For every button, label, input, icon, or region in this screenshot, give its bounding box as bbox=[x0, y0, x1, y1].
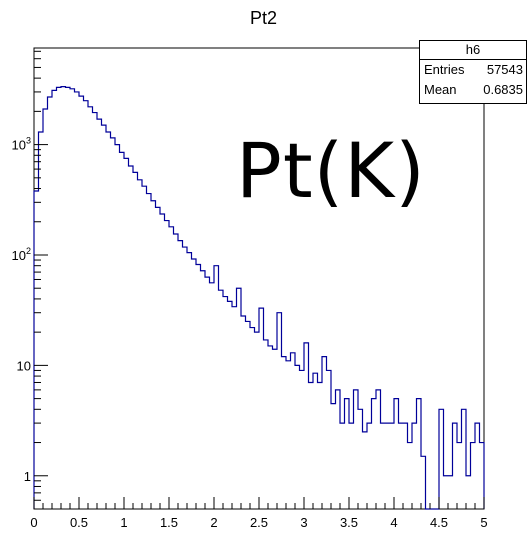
x-tick-label: 2.5 bbox=[250, 515, 268, 530]
stats-mean-value: 0.6835 bbox=[483, 82, 523, 97]
particle-annotation: Pt(K) bbox=[236, 126, 426, 215]
y-tick-label: 10 bbox=[17, 358, 31, 373]
stats-mean-row: Mean 0.6835 bbox=[420, 80, 526, 100]
x-tick-label: 3 bbox=[300, 515, 307, 530]
x-tick-label: 5 bbox=[480, 515, 487, 530]
plot-frame bbox=[33, 47, 485, 510]
x-tick-label: 1 bbox=[120, 515, 127, 530]
stats-mean-label: Mean bbox=[424, 82, 457, 97]
x-tick-label: 0.5 bbox=[70, 515, 88, 530]
stats-entries-label: Entries bbox=[424, 62, 465, 77]
stats-entries-row: Entries 57543 bbox=[420, 60, 526, 80]
x-tick-label: 0 bbox=[30, 515, 37, 530]
stats-box: h6 Entries 57543 Mean 0.6835 bbox=[419, 40, 527, 104]
y-tick-label: 103 bbox=[12, 136, 31, 153]
histogram-series bbox=[33, 86, 485, 510]
y-tick-label: 1 bbox=[24, 469, 31, 484]
x-tick-label: 4 bbox=[390, 515, 397, 530]
x-tick-label: 1.5 bbox=[160, 515, 178, 530]
y-tick-label: 102 bbox=[12, 246, 31, 263]
x-tick-label: 3.5 bbox=[340, 515, 358, 530]
x-tick-label: 2 bbox=[210, 515, 217, 530]
stats-histogram-name: h6 bbox=[420, 41, 526, 60]
x-tick-label: 4.5 bbox=[430, 515, 448, 530]
chart-title: Pt2 bbox=[249, 8, 278, 28]
stats-entries-value: 57543 bbox=[486, 62, 523, 77]
